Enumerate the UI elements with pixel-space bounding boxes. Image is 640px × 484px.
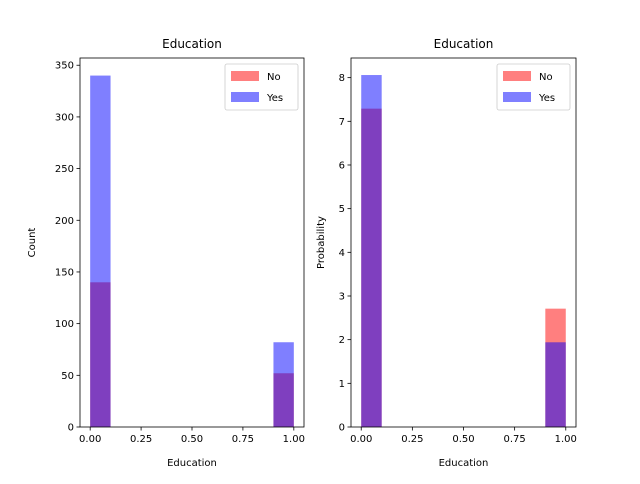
y-tick-label: 0 (68, 423, 74, 434)
legend-label-yes: Yes (538, 93, 555, 104)
y-tick-label: 3 (339, 291, 345, 302)
x-tick-label: 1.00 (555, 434, 577, 445)
legend-box (496, 63, 571, 111)
x-tick-label: 0.50 (181, 434, 203, 445)
x-tick-label: 1.00 (283, 434, 305, 445)
legend-label-no: No (539, 72, 553, 83)
y-tick-label: 8 (339, 73, 345, 84)
histogram-probability-panel: 0.00 0.25 0.50 0.75 1.00 0 1 2 3 4 5 6 7 8 Education Ed… (316, 37, 577, 469)
bar-yes-bin-0 (90, 75, 111, 428)
histogram-count-panel: 0.00 0.25 0.50 0.75 1.00 0 50 100 150 200 250 300 35… (27, 37, 305, 469)
y-tick-label: 5 (339, 204, 345, 215)
y-tick-label: 6 (339, 160, 345, 171)
y-axis-label: Probability (316, 216, 327, 269)
x-tick-label: 0.00 (79, 434, 101, 445)
legend-swatch-yes (231, 92, 259, 102)
y-tick-label: 4 (339, 248, 345, 259)
x-tick-label: 0.25 (130, 434, 152, 445)
x-tick-label: 0.75 (232, 434, 254, 445)
legend-swatch-no (231, 71, 259, 81)
y-tick-label: 1 (339, 379, 345, 390)
x-axis-label: Education (167, 458, 217, 469)
bar-yes-bin-1 (273, 342, 294, 427)
legend-label-yes: Yes (266, 93, 283, 104)
y-tick-label: 2 (339, 335, 345, 346)
x-axis-label: Education (439, 458, 489, 469)
y-tick-label: 200 (55, 216, 74, 227)
y-axis-label: Count (27, 228, 38, 258)
legend-box (224, 63, 299, 111)
chart-title: Education (434, 37, 494, 51)
x-tick-label: 0.00 (350, 434, 372, 445)
y-tick-label: 250 (55, 164, 74, 175)
y-tick-label: 50 (61, 371, 74, 382)
chart-title: Education (162, 37, 222, 51)
y-tick-label: 7 (339, 117, 345, 128)
x-tick-label: 0.75 (504, 434, 526, 445)
x-tick-label: 0.25 (401, 434, 423, 445)
legend-swatch-yes (503, 92, 531, 102)
legend-swatch-no (503, 71, 531, 81)
bar-yes-bin-0 (361, 75, 382, 428)
bar-yes-bin-1 (545, 342, 566, 427)
y-tick-label: 0 (339, 423, 345, 434)
y-tick-label: 300 (55, 112, 74, 123)
y-tick-label: 150 (55, 267, 74, 278)
y-tick-label: 100 (55, 319, 74, 330)
x-tick-label: 0.50 (452, 434, 474, 445)
y-tick-label: 350 (55, 61, 74, 72)
legend-label-no: No (267, 72, 281, 83)
